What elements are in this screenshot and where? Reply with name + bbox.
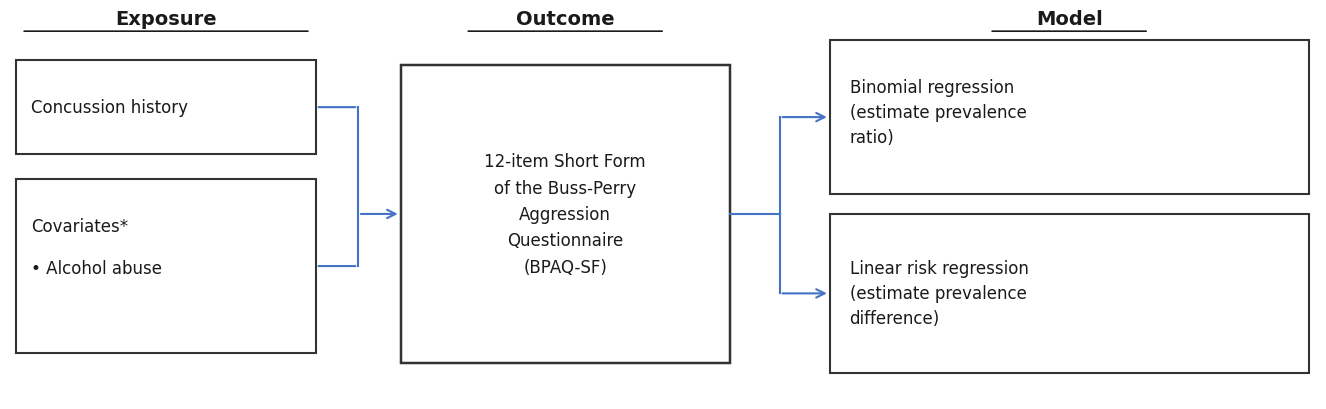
Text: Covariates*: Covariates* [32, 217, 129, 235]
Text: Concussion history: Concussion history [32, 99, 188, 117]
Text: Outcome: Outcome [516, 10, 614, 29]
FancyBboxPatch shape [830, 41, 1309, 195]
FancyBboxPatch shape [830, 214, 1309, 373]
Text: Binomial regression
(estimate prevalence
ratio): Binomial regression (estimate prevalence… [850, 79, 1026, 147]
Text: • Alcohol abuse: • Alcohol abuse [32, 259, 162, 277]
FancyBboxPatch shape [400, 66, 729, 363]
Text: Exposure: Exposure [115, 10, 217, 29]
Text: Model: Model [1036, 10, 1102, 29]
FancyBboxPatch shape [16, 180, 316, 353]
FancyBboxPatch shape [16, 61, 316, 155]
Text: 12-item Short Form
of the Buss-Perry
Aggression
Questionnaire
(BPAQ-SF): 12-item Short Form of the Buss-Perry Agg… [484, 153, 646, 276]
Text: Linear risk regression
(estimate prevalence
difference): Linear risk regression (estimate prevale… [850, 260, 1029, 328]
